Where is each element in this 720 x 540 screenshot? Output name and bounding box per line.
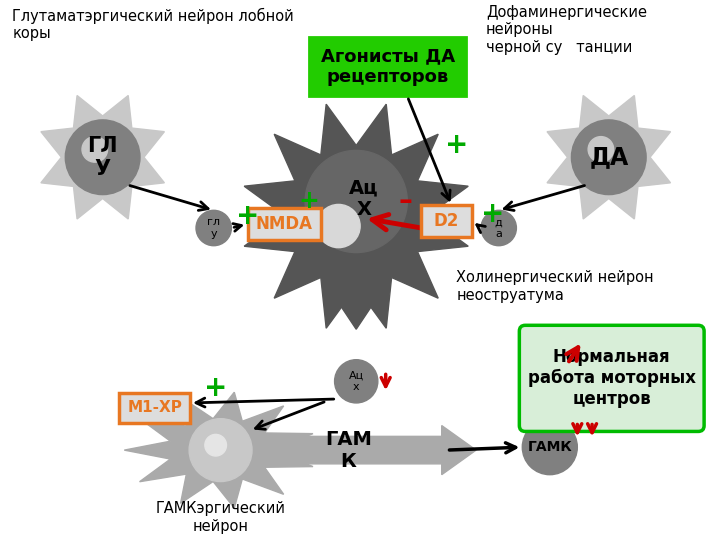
Text: Агонисты ДА
рецепторов: Агонисты ДА рецепторов	[320, 48, 455, 86]
Polygon shape	[244, 104, 468, 328]
FancyBboxPatch shape	[309, 37, 467, 96]
Text: +: +	[445, 131, 468, 159]
Text: М1-ХР: М1-ХР	[127, 400, 182, 415]
Text: ГАМКэргический
нейрон: ГАМКэргический нейрон	[156, 501, 286, 534]
Circle shape	[588, 137, 613, 162]
Text: ГАМ
К: ГАМ К	[325, 430, 372, 471]
FancyBboxPatch shape	[421, 205, 472, 237]
Circle shape	[335, 360, 378, 403]
Circle shape	[196, 210, 231, 246]
Text: +: +	[204, 374, 228, 402]
Polygon shape	[41, 96, 164, 219]
Text: ГЛ
У: ГЛ У	[87, 136, 118, 179]
Circle shape	[205, 434, 227, 456]
FancyBboxPatch shape	[120, 393, 190, 423]
Text: Нормальная
работа моторных
центров: Нормальная работа моторных центров	[528, 348, 696, 408]
FancyArrow shape	[240, 426, 476, 475]
Text: D2: D2	[434, 212, 459, 230]
Text: NMDA: NMDA	[256, 215, 313, 233]
Text: Холинергический нейрон
неоструатума: Холинергический нейрон неоструатума	[456, 270, 654, 302]
FancyArrow shape	[336, 255, 376, 329]
Text: +: +	[481, 200, 505, 228]
Text: +: +	[299, 190, 320, 213]
Text: ДА: ДА	[589, 145, 629, 169]
Circle shape	[481, 210, 516, 246]
FancyBboxPatch shape	[248, 208, 321, 240]
Text: гл
у: гл у	[207, 217, 220, 239]
Circle shape	[82, 137, 107, 162]
Circle shape	[522, 420, 577, 475]
Circle shape	[189, 418, 252, 482]
Polygon shape	[125, 392, 313, 508]
Circle shape	[317, 205, 360, 248]
Text: Ац
х: Ац х	[348, 370, 364, 392]
Text: д
а: д а	[495, 217, 503, 239]
Text: ГАМК: ГАМК	[528, 440, 572, 454]
Circle shape	[66, 120, 140, 194]
Text: Дофаминергические
нейроны
черной су   танции: Дофаминергические нейроны черной су танц…	[486, 5, 647, 55]
Text: +: +	[236, 202, 260, 230]
Circle shape	[305, 150, 408, 253]
Circle shape	[572, 120, 646, 194]
Text: Глутаматэргический нейрон лобной
коры: Глутаматэргический нейрон лобной коры	[12, 8, 294, 42]
Polygon shape	[547, 96, 670, 219]
Text: Ац
Х: Ац Х	[349, 178, 379, 219]
FancyBboxPatch shape	[519, 325, 704, 431]
Text: –: –	[398, 187, 413, 215]
